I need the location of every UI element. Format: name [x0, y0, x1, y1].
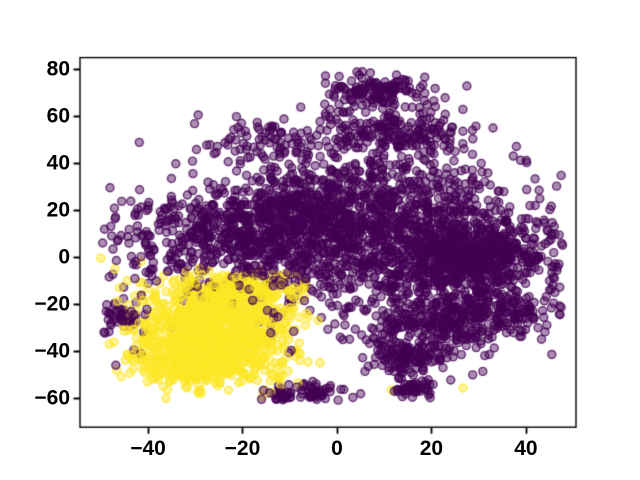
x-tick-label: −20 [224, 437, 261, 461]
y-tick-label: 0 [58, 245, 70, 269]
x-tick-label: 0 [331, 437, 343, 461]
x-tick-label: 40 [514, 437, 538, 461]
x-tick-label: 20 [419, 437, 444, 461]
y-tick-label: −40 [34, 339, 70, 363]
y-tick-label: 60 [46, 104, 70, 128]
x-tick-label: −40 [130, 437, 166, 461]
y-tick-label: −20 [34, 292, 70, 316]
y-tick-label: 80 [46, 57, 70, 81]
y-tick-label: −60 [34, 386, 70, 410]
y-tick-label: 20 [46, 198, 70, 222]
y-tick-label: 40 [46, 151, 70, 175]
